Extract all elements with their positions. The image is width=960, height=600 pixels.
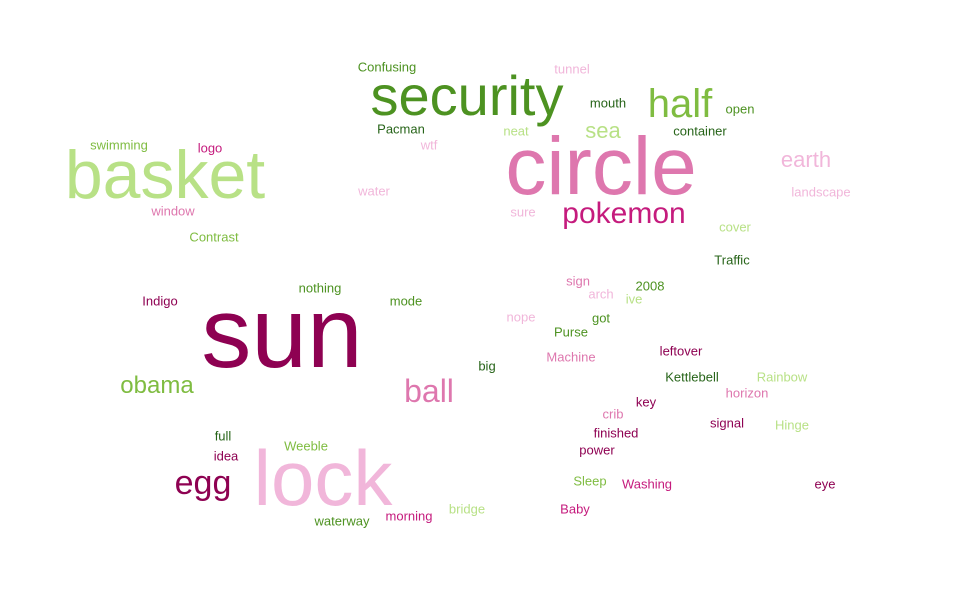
word-baby: Baby [560, 501, 590, 517]
word-half: half [647, 82, 713, 126]
word-power: power [579, 442, 615, 458]
word-sun: sun [201, 277, 363, 389]
word-big: big [478, 358, 496, 374]
word-sleep: Sleep [573, 473, 607, 489]
word-sign: sign [566, 273, 590, 289]
word-wtf: wtf [420, 137, 438, 153]
word-lock: lock [253, 434, 393, 522]
word-kettlebell: Kettlebell [665, 369, 719, 385]
word-pokemon: pokemon [562, 197, 686, 230]
word-finished: finished [593, 425, 639, 441]
word-confusing: Confusing [357, 59, 417, 75]
word-circle: circle [505, 121, 697, 212]
word-eye: eye [814, 476, 836, 492]
word-idea: idea [213, 448, 239, 464]
word-waterway: waterway [314, 513, 370, 529]
word-basket: basket [64, 137, 266, 213]
word-got: got [591, 310, 611, 326]
word-washing: Washing [621, 476, 673, 492]
word-tunnel: tunnel [554, 61, 590, 77]
word-rainbow: Rainbow [756, 369, 808, 385]
word-contrast: Contrast [189, 229, 239, 245]
word-water: water [358, 183, 390, 199]
word-sea: sea [585, 118, 621, 143]
word-neat: neat [503, 123, 529, 139]
word-weeble: Weeble [284, 438, 328, 454]
word-full: full [214, 428, 232, 444]
word-nothing: nothing [298, 280, 342, 296]
word-mode: mode [389, 293, 423, 309]
word-window: window [151, 203, 195, 219]
word-obama: obama [120, 372, 194, 399]
word-key: key [635, 394, 657, 410]
word-hinge: Hinge [775, 417, 809, 433]
word-traffic: Traffic [714, 252, 750, 268]
word-nope: nope [506, 309, 536, 325]
word-morning: morning [385, 508, 433, 524]
word-landscape: landscape [791, 184, 851, 200]
word-horizon: horizon [725, 385, 769, 401]
word-machine: Machine [546, 349, 596, 365]
word-arch: arch [588, 286, 614, 302]
word-swimming: swimming [90, 137, 148, 153]
word-ive: ive [625, 291, 643, 307]
word-indigo: Indigo [142, 293, 178, 309]
word-crib: crib [602, 406, 624, 422]
word-container: container [673, 123, 727, 139]
word-security: security [370, 64, 564, 127]
word-sure: sure [510, 204, 536, 220]
word-egg: egg [174, 464, 232, 502]
word-purse: Purse [554, 324, 588, 340]
word-mouth: mouth [589, 95, 627, 111]
word-bridge: bridge [448, 501, 486, 517]
word-open: open [725, 101, 755, 117]
word-2008: 2008 [635, 278, 665, 294]
word-logo: logo [197, 140, 223, 156]
word-leftover: leftover [659, 343, 703, 359]
word-signal: signal [710, 415, 744, 431]
word-cover: cover [719, 219, 751, 235]
word-earth: earth [780, 147, 832, 172]
word-pacman: Pacman [377, 121, 425, 137]
word-ball: ball [404, 373, 454, 409]
